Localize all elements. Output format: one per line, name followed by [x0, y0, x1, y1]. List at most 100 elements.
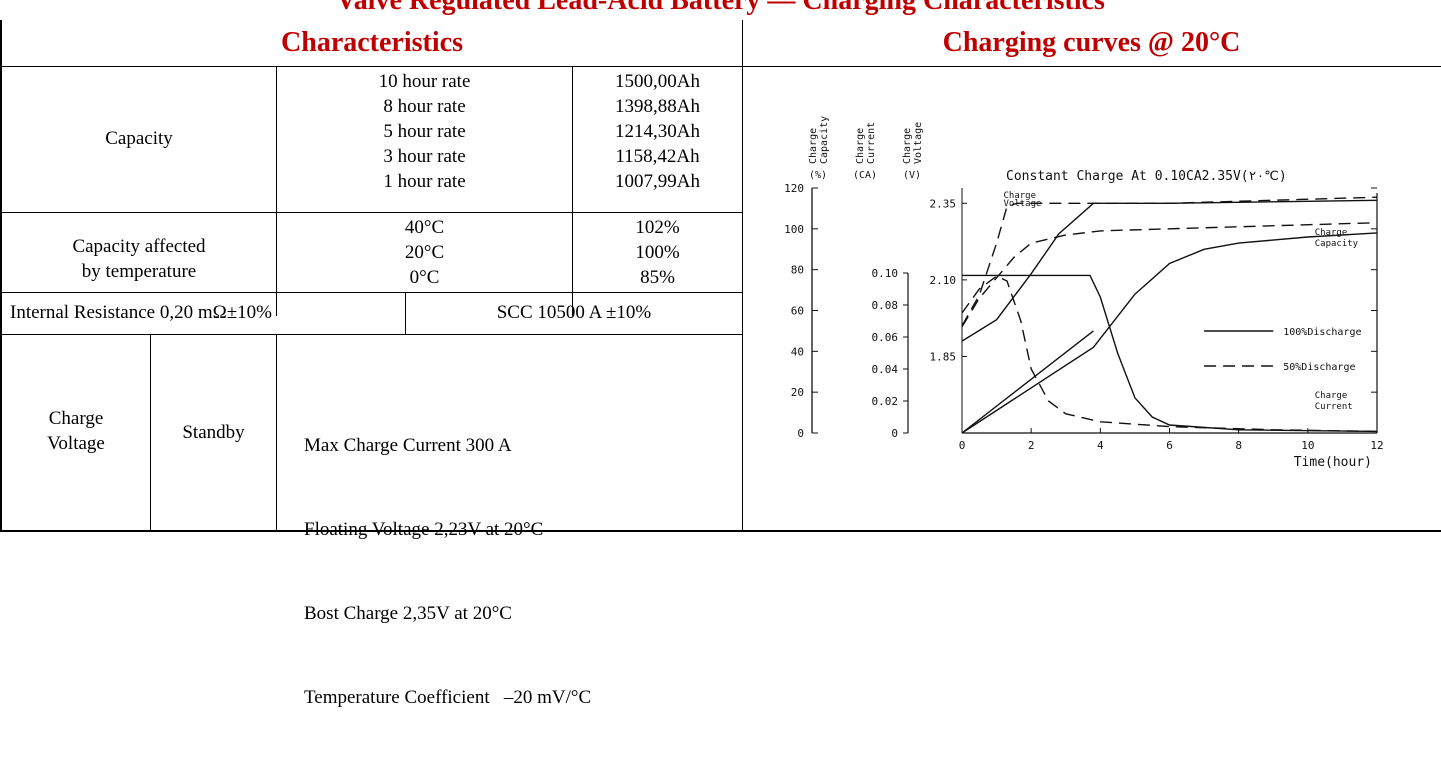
grid-line [276, 334, 277, 532]
x-tick-label: 10 [1301, 439, 1314, 452]
axis-header-unit: (%) [809, 170, 827, 181]
annotation-charge-capacity: Charge [1315, 228, 1348, 238]
capacity-tick-label: 60 [791, 305, 804, 318]
capacity-value: 1398,88Ah [615, 96, 700, 117]
series-line [961, 199, 1378, 342]
capacity-tick-label: 20 [791, 386, 804, 399]
capacity-label: Capacity [105, 128, 173, 149]
capacity-tick-label: 40 [791, 345, 804, 358]
voltage-tick-label: 2.35 [930, 197, 957, 210]
legend-label: 50%Discharge [1283, 362, 1355, 373]
temperature-label-line: by temperature [81, 261, 197, 282]
x-tick-label: 4 [1097, 439, 1104, 452]
charge-spec-list: Max Charge Current 300 A Floating Voltag… [304, 376, 740, 768]
x-tick-label: 0 [959, 439, 966, 452]
rate-label: 10 hour rate [378, 71, 471, 92]
grid-line [276, 66, 277, 212]
voltage-tick-label: 2.10 [930, 274, 957, 287]
capacity-tick-label: 100 [784, 223, 804, 236]
capacity-tick-label: 120 [784, 182, 804, 195]
current-tick-label: 0.08 [872, 299, 899, 312]
voltage-tick-label: 1.85 [930, 350, 957, 363]
charge-spec-line: Floating Voltage 2,23V at 20°C [304, 519, 544, 540]
axis-header-word: Voltage [913, 122, 924, 164]
chart-title: Constant Charge At 0.10CA2.35V(۲۰℃) [1006, 169, 1287, 184]
scc-value: SCC 10500 A ±10% [496, 302, 652, 323]
x-tick-label: 12 [1370, 439, 1383, 452]
column-divider [742, 20, 743, 532]
axis-header-word: Capacity [819, 116, 830, 164]
series-line [961, 275, 1378, 433]
rate-label: 5 hour rate [383, 121, 466, 142]
annotation-charge-current: Current [1315, 402, 1353, 412]
axis-header-unit: (V) [903, 170, 921, 181]
charging-curves-chart: 02040608010012000.020.040.060.080.101.85… [784, 116, 1384, 470]
charge-voltage-label: Charge Voltage [2, 406, 150, 456]
header-divider [2, 66, 1441, 67]
grid-line [405, 292, 406, 334]
series-line [961, 196, 1378, 327]
axis-header-word: Charge [902, 128, 913, 164]
capacity-tick-label: 80 [791, 264, 804, 277]
capacity-value: 1007,99Ah [615, 171, 700, 192]
x-tick-label: 2 [1028, 439, 1035, 452]
series-line [961, 232, 1378, 434]
current-tick-label: 0.06 [872, 331, 899, 344]
axis-header-word: Current [866, 122, 877, 164]
grid-line [276, 212, 277, 316]
current-tick-label: 0.02 [872, 395, 899, 408]
rate-label: 1 hour rate [383, 171, 466, 192]
capacity-value: 1158,42Ah [615, 146, 700, 167]
charge-voltage-label-line: Charge [48, 408, 104, 429]
series-line [961, 222, 1378, 328]
current-tick-label: 0.04 [872, 363, 899, 376]
capacity-value: 1214,30Ah [615, 121, 700, 142]
x-tick-label: 6 [1166, 439, 1173, 452]
grid-line [150, 334, 151, 532]
temperature-value: 20°C [404, 242, 445, 263]
internal-resistance: Internal Resistance 0,20 mΩ±10% [10, 302, 272, 323]
annotation-charge-current: Charge [1315, 391, 1348, 401]
temperature-value: 0°C [409, 267, 440, 288]
temperature-value: 40°C [404, 217, 445, 238]
charge-spec-line: Max Charge Current 300 A [304, 435, 512, 456]
capacity-tick-label: 0 [797, 427, 804, 440]
temperature-label-line: Capacity affected [72, 236, 206, 257]
series-line [961, 330, 1094, 434]
rate-label: 8 hour rate [383, 96, 466, 117]
row-divider [2, 212, 742, 213]
standby-mode: Standby [182, 422, 245, 443]
temperature-percent: 85% [640, 267, 675, 288]
temperature-label: Capacity affected by temperature [2, 234, 276, 284]
temperature-percent-list: 102% 100% 85% [573, 215, 742, 290]
capacity-rates: 10 hour rate 8 hour rate 5 hour rate 3 h… [277, 69, 572, 194]
capacity-value: 1500,00Ah [615, 71, 700, 92]
rate-label: 3 hour rate [383, 146, 466, 167]
current-tick-label: 0 [891, 427, 898, 440]
document-title: Valve Regulated Lead-Acid Battery — Char… [336, 0, 1105, 16]
annotation-charge-capacity: Capacity [1315, 239, 1359, 249]
characteristics-header: Characteristics [281, 27, 463, 58]
temperature-percent: 102% [635, 217, 680, 238]
temperature-percent: 100% [635, 242, 680, 263]
temperature-list: 40°C 20°C 0°C [277, 215, 572, 290]
capacity-values: 1500,00Ah 1398,88Ah 1214,30Ah 1158,42Ah … [573, 69, 742, 194]
charge-voltage-label-line: Voltage [47, 433, 105, 454]
charging-curves-header: Charging curves @ 20°C [942, 27, 1241, 58]
current-tick-label: 0.10 [872, 267, 899, 280]
grid-line [572, 66, 573, 316]
annotation-charge-voltage: Voltage [1004, 199, 1042, 209]
charge-spec-line: Temperature Coefficient –20 mV/°C [304, 687, 592, 708]
axis-header-word: Charge [808, 128, 819, 164]
annotation-charge-voltage: Charge [1004, 191, 1037, 201]
axis-header-unit: (CA) [853, 170, 877, 181]
row-divider [2, 334, 742, 335]
row-divider [2, 292, 742, 293]
x-tick-label: 8 [1235, 439, 1242, 452]
legend-label: 100%Discharge [1283, 327, 1361, 338]
charge-spec-line: Bost Charge 2,35V at 20°C [304, 603, 512, 624]
top-title-strip: Valve Regulated Lead-Acid Battery — Char… [0, 0, 1441, 20]
axis-header-word: Charge [855, 128, 866, 164]
datasheet-table: Characteristics Charging curves @ 20°C C… [0, 20, 1441, 708]
x-axis-title: Time(hour) [1294, 455, 1372, 470]
